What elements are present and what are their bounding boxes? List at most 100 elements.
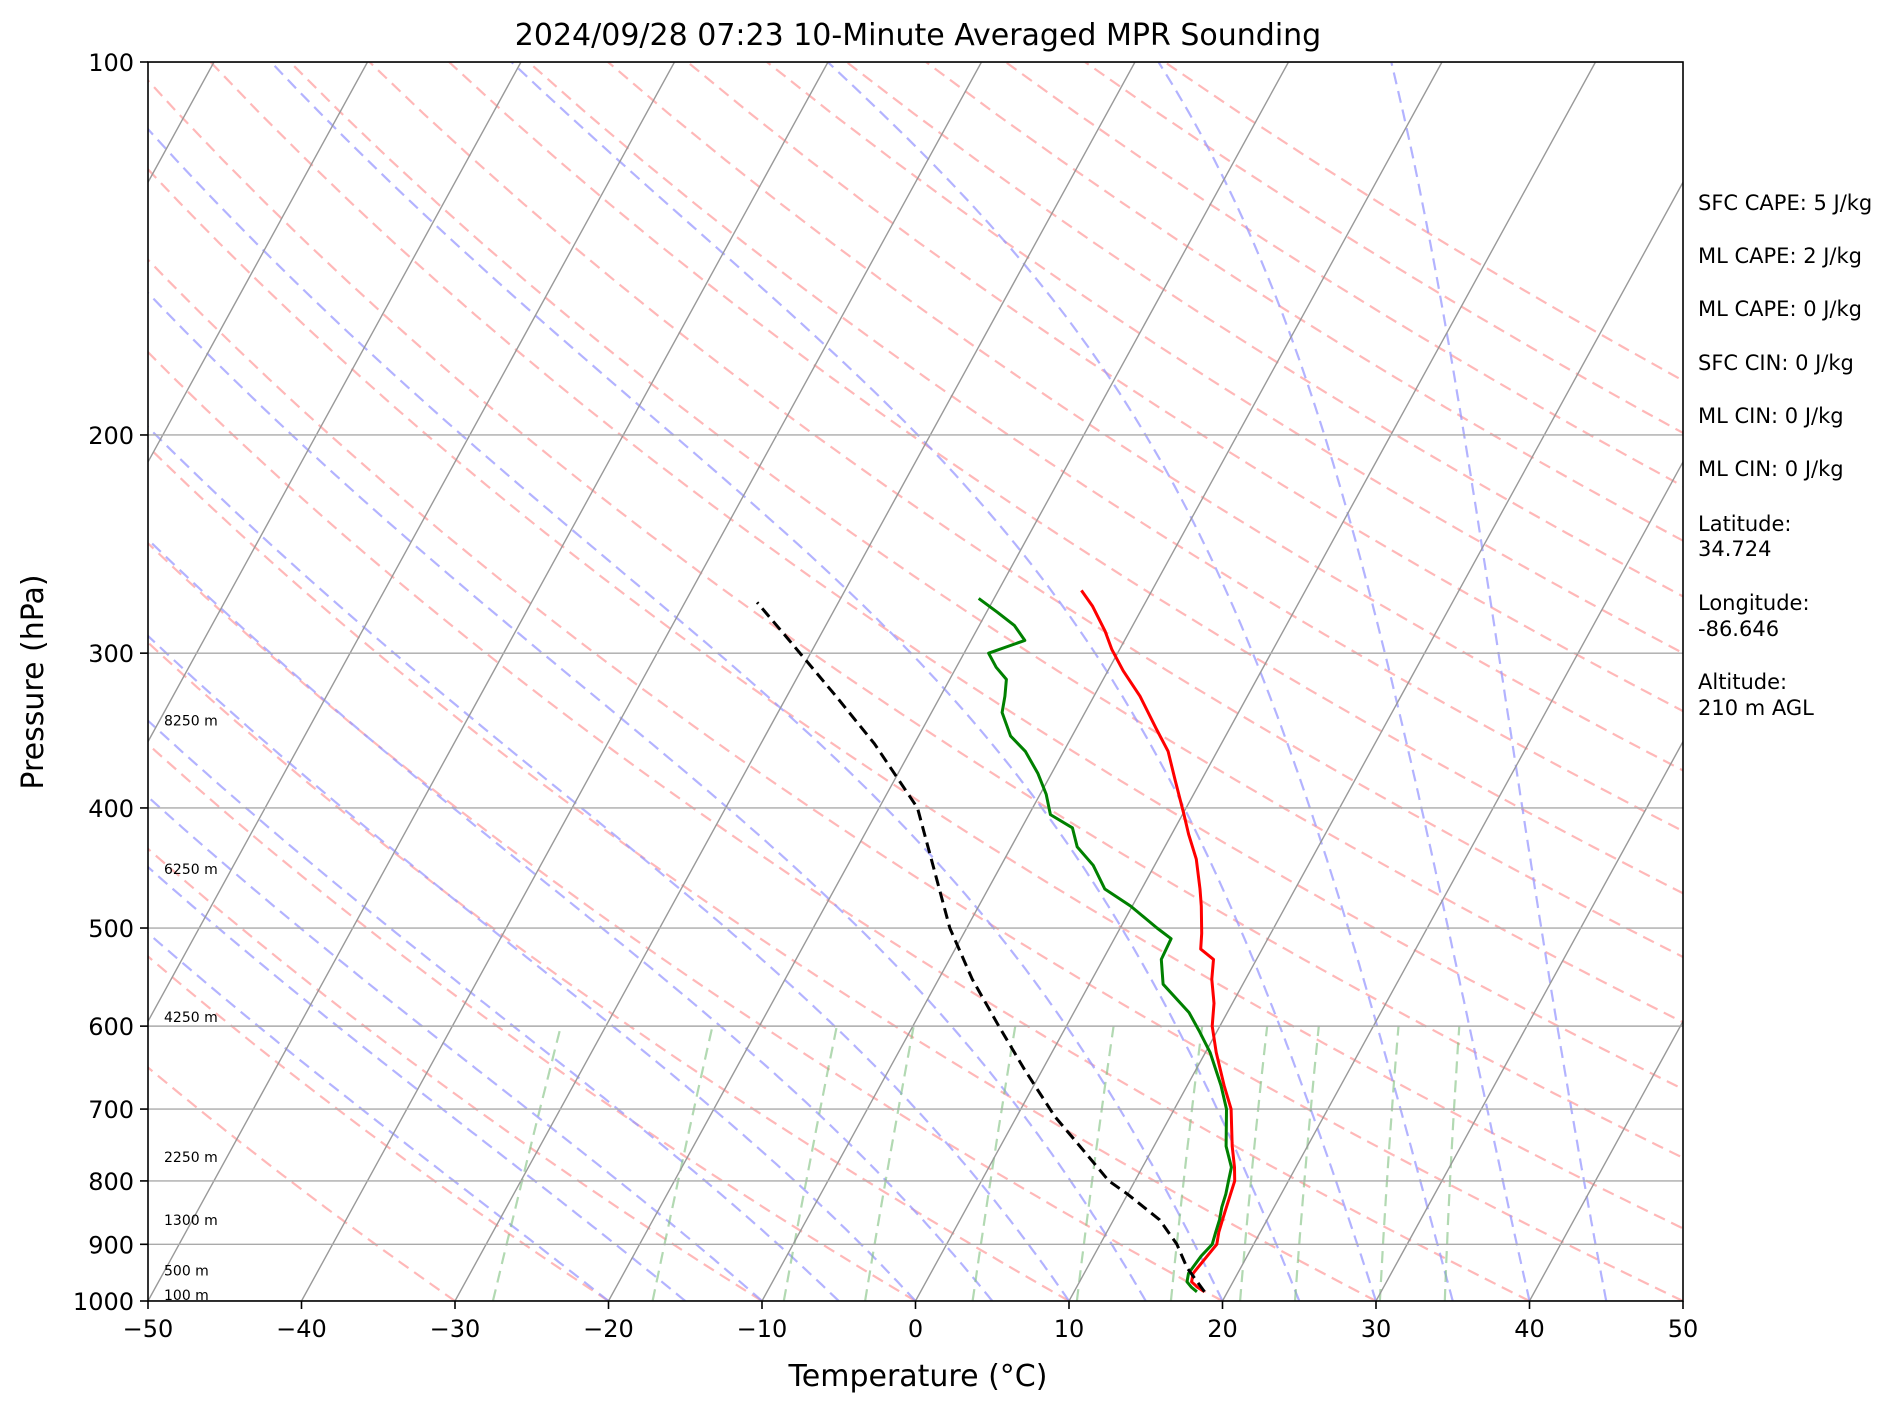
isotherm [607, 62, 1290, 1301]
isotherm [454, 62, 1136, 1301]
isotherm [148, 62, 829, 1301]
dry-adiabat [368, 62, 1683, 959]
dry-adiabat [766, 62, 1683, 655]
isotherm [761, 62, 1443, 1301]
dry-adiabat [289, 62, 1683, 1024]
moist-adiabat [148, 537, 994, 1301]
height-label: 2250 m [164, 1150, 218, 1166]
info-sfc-cin: SFC CIN: 0 J/kg [1698, 351, 1854, 375]
y-tick-label: 600 [88, 1013, 134, 1041]
height-labels: 100 m 500 m 1300 m 2250 m 4250 m 6250 m 8250 m [164, 714, 218, 1305]
isotherm [148, 62, 676, 1023]
moist-adiabat [148, 931, 610, 1301]
isotherm [1375, 740, 1683, 1301]
x-tick-label: −50 [123, 1315, 174, 1343]
info-latitude-value: 34.724 [1698, 537, 1771, 561]
sounding-info-panel: SFC CAPE: 5 J/kg ML CAPE: 2 J/kg ML CAPE… [1698, 191, 1872, 720]
isotherm [1068, 180, 1683, 1301]
info-sfc-cape: SFC CAPE: 5 J/kg [1698, 191, 1872, 215]
moist-adiabat [148, 795, 763, 1301]
moist-adiabat [148, 865, 686, 1301]
x-tick-label: −20 [583, 1315, 634, 1343]
info-longitude-label: Longitude: [1698, 591, 1810, 615]
mixing-ratio-line [971, 1025, 1017, 1301]
dry-adiabat [148, 640, 1070, 1301]
info-longitude-value: -86.646 [1698, 617, 1779, 641]
moist-adiabat [148, 425, 1070, 1301]
y-tick-label: 800 [88, 1168, 134, 1196]
dry-adiabat [148, 78, 1683, 1160]
y-tick-label: 700 [88, 1096, 134, 1124]
y-tick-label: 500 [88, 915, 134, 943]
height-label: 8250 m [164, 714, 218, 730]
background-grid [148, 62, 1683, 1301]
dry-adiabat [148, 350, 1530, 1301]
moist-adiabat [148, 634, 917, 1301]
y-tick-label: 300 [88, 640, 134, 668]
x-tick-label: −40 [276, 1315, 327, 1343]
isotherm [300, 62, 983, 1301]
moist-adiabat [148, 127, 1224, 1301]
height-label: 500 m [164, 1264, 209, 1280]
y-tick-label: 100 [88, 49, 134, 77]
x-axis-label: Temperature (°C) [788, 1359, 1048, 1394]
info-ml-cape-1: ML CAPE: 2 J/kg [1698, 244, 1862, 268]
info-ml-cin-1: ML CIN: 0 J/kg [1698, 404, 1844, 428]
isotherm [1528, 1019, 1683, 1301]
moist-adiabat [1157, 62, 1531, 1301]
moist-adiabat [270, 62, 1301, 1301]
x-tick-label: 50 [1668, 1315, 1699, 1343]
x-tick-label: 20 [1207, 1315, 1238, 1343]
temperature-trace [1080, 589, 1237, 1294]
y-axis-ticks: 100 200 300 400 500 600 700 800 900 1000 [73, 49, 148, 1316]
dry-adiabat [148, 847, 763, 1301]
x-tick-label: 40 [1514, 1315, 1545, 1343]
parcel-trace [755, 601, 1206, 1293]
mixing-ratio-line [1378, 1026, 1400, 1301]
x-tick-label: 30 [1361, 1315, 1392, 1343]
info-latitude-label: Latitude: [1698, 512, 1792, 536]
mixing-ratio-line [1239, 1025, 1269, 1301]
dry-adiabat [148, 955, 610, 1301]
mixing-ratio-line [651, 1025, 714, 1301]
x-tick-label: 0 [908, 1315, 923, 1343]
mixing-ratio-line [864, 1025, 915, 1301]
dry-adiabat [148, 1066, 456, 1301]
moist-adiabat [148, 291, 1147, 1301]
dry-adiabat [148, 258, 1683, 1301]
info-altitude-label: Altitude: [1698, 670, 1787, 694]
y-tick-label: 900 [88, 1231, 134, 1259]
moist-adiabat [1390, 62, 1608, 1301]
mixing-ratio-line [782, 1025, 838, 1301]
isotherm [148, 62, 369, 464]
dry-adiabat [148, 541, 1224, 1301]
mixing-ratio-line [491, 1025, 562, 1301]
x-tick-label: −30 [430, 1315, 481, 1343]
moist-adiabat [148, 719, 840, 1301]
y-axis-label: Pressure (hPa) [16, 574, 51, 789]
sounding-traces [755, 589, 1237, 1294]
height-label: 100 m [164, 1288, 209, 1304]
dry-adiabat [686, 62, 1683, 713]
plot-frame [147, 61, 1684, 1302]
dry-adiabat [148, 167, 1683, 1230]
y-tick-label: 200 [88, 422, 134, 450]
info-ml-cin-2: ML CIN: 0 J/kg [1698, 457, 1844, 481]
dry-adiabat [209, 62, 1683, 1091]
moist-adiabat [826, 62, 1454, 1301]
info-ml-cape-2: ML CAPE: 0 J/kg [1698, 297, 1862, 321]
height-label: 6250 m [164, 862, 218, 878]
y-tick-label: 400 [88, 795, 134, 823]
x-tick-label: 10 [1054, 1315, 1085, 1343]
dry-adiabat [527, 62, 1683, 833]
height-label: 4250 m [164, 1010, 218, 1026]
dewpoint-trace [977, 597, 1233, 1293]
x-axis-ticks: −50 −40 −30 −20 −10 0 10 20 30 40 50 [123, 1301, 1699, 1343]
info-altitude-value: 210 m AGL [1698, 696, 1814, 720]
dry-adiabat [148, 742, 917, 1301]
chart-title: 2024/09/28 07:23 10-Minute Averaged MPR … [515, 18, 1321, 53]
x-tick-label: −10 [737, 1315, 788, 1343]
isotherm [1221, 460, 1683, 1301]
isotherm [914, 62, 1597, 1301]
